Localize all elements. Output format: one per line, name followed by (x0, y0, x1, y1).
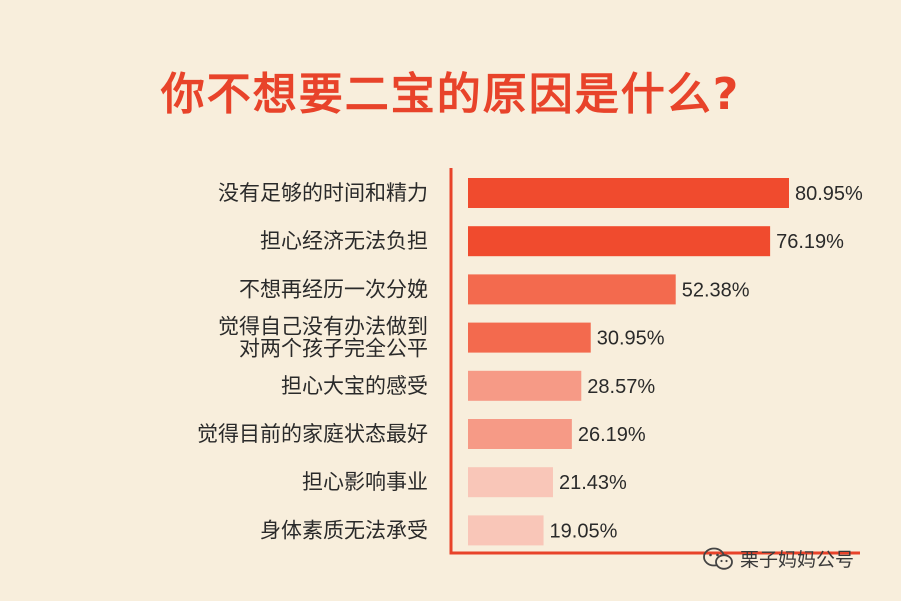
bar-7 (468, 515, 544, 546)
chart-title: 你不想要二宝的原因是什么? (160, 69, 741, 120)
value-label-6: 21.43% (559, 472, 627, 494)
watermark-text: 栗子妈妈公号 (740, 549, 855, 571)
category-label-5: 觉得目前的家庭状态最好 (197, 422, 428, 446)
value-label-5: 26.19% (578, 424, 646, 446)
bar-2 (468, 274, 676, 305)
bar-4 (468, 370, 582, 401)
value-label-2: 52.38% (682, 279, 750, 301)
category-label-3: 觉得自己没有办法做到对两个孩子完全公平 (218, 315, 428, 361)
bars-group: 80.95% 没有足够的时间和精力 76.19% 担心经济无法负担 52.38% 不想再经… (197, 178, 863, 546)
value-label-3: 30.95% (597, 328, 665, 350)
category-label-0: 没有足够的时间和精力 (218, 181, 428, 205)
category-label-7: 身体素质无法承受 (260, 518, 428, 542)
category-label-2: 不想再经历一次分娩 (239, 277, 428, 301)
value-label-1: 76.19% (776, 231, 844, 253)
bar-1 (468, 226, 771, 257)
bar-0 (468, 178, 789, 208)
bar-5 (468, 419, 572, 449)
value-label-4: 28.57% (587, 376, 655, 398)
category-label-1: 担心经济无法负担 (260, 229, 428, 253)
value-label-7: 19.05% (550, 520, 618, 542)
category-label-6: 担心影响事业 (302, 470, 428, 494)
wechat-icon (703, 547, 733, 570)
watermark: 栗子妈妈公号 (702, 545, 854, 572)
bar-3 (468, 322, 591, 353)
bar-6 (468, 467, 553, 498)
value-label-0: 80.95% (795, 183, 863, 205)
category-label-4: 担心大宝的感受 (281, 374, 428, 398)
